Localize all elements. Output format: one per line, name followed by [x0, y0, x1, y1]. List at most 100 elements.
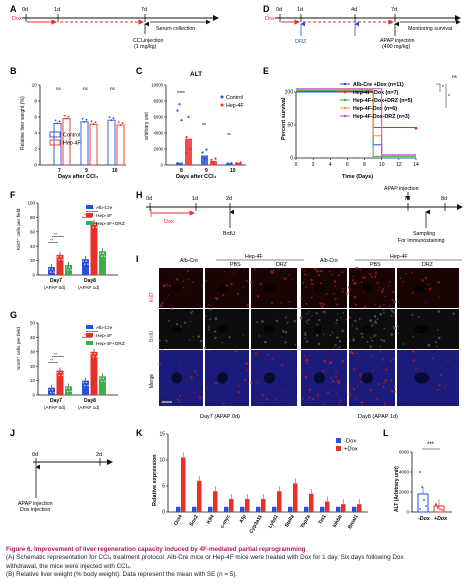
cell-spot [424, 301, 427, 304]
day-label: 2d [226, 196, 232, 202]
y-tick-label: 0 [34, 163, 37, 169]
day-label: 2d [96, 452, 102, 458]
y-tick-label: 80 [30, 215, 36, 220]
x-tick-sublabel: (APAP 0d) [44, 405, 66, 410]
cell-spot [398, 332, 400, 335]
cell-spot [376, 288, 378, 291]
cell-spot [362, 276, 365, 279]
panel-f: F Ki67⁺ cells per field 0 20 40 60 80 100 Day7… [10, 190, 125, 290]
x-tick-label: 9 [205, 168, 208, 174]
x-tick-label: Tet1 [318, 514, 328, 526]
cell-spot [168, 284, 171, 287]
legend-label: Hep-4F [226, 103, 244, 109]
bar [341, 504, 346, 512]
bar [293, 483, 298, 512]
cell-spot [161, 302, 164, 305]
brdu-label: BrdU [223, 231, 235, 237]
data-point [92, 356, 95, 358]
cell-spot [246, 280, 248, 282]
cell-spot [438, 384, 441, 387]
vessel [217, 325, 228, 333]
cell-spot [283, 277, 287, 281]
cell-spot [338, 403, 340, 406]
bar [208, 506, 213, 512]
end-marker [414, 126, 418, 130]
cell-spot [256, 381, 259, 384]
cell-spot [282, 330, 285, 333]
data-point [85, 118, 88, 121]
y-tick-label: 50 [30, 321, 36, 326]
cell-spot [374, 275, 377, 278]
cell-spot [369, 389, 373, 392]
panel-letter: G [10, 310, 17, 320]
cell-spot [382, 385, 385, 388]
cell-spot [311, 314, 313, 317]
day-label: 0d [32, 452, 38, 458]
cell-spot [330, 390, 333, 392]
cell-spot [158, 363, 162, 366]
day-label: 1d [54, 7, 60, 13]
immuno-label: For immunostaining [398, 238, 445, 244]
chart-f-plot: 0 20 40 60 80 100 Day7(APAP 0d) **** Day8(APAP 1… [27, 201, 124, 290]
y-tick-label: 10000 [151, 83, 163, 88]
cell-spot [294, 343, 297, 346]
y-tick-label: 4000 [154, 131, 164, 136]
cell-spot [456, 397, 458, 399]
bar [320, 506, 325, 512]
cell-spot [182, 286, 185, 289]
cell-spot [391, 291, 394, 293]
y-tick-label: 6000 [154, 115, 164, 120]
cell-spot [292, 394, 294, 396]
cell-spot [207, 304, 210, 306]
cell-spot [333, 280, 337, 283]
x-tick-label: 9 [85, 168, 88, 174]
legend-swatch [49, 139, 61, 146]
cell-spot [383, 327, 386, 330]
cell-spot [332, 347, 335, 349]
legend-label: Hep-4F+DRZ [96, 221, 125, 227]
data-point [178, 103, 181, 106]
y-tick-label: 30 [30, 349, 36, 354]
data-point [228, 163, 231, 166]
cell-spot [363, 305, 367, 309]
cell-spot [374, 272, 378, 275]
data-point [57, 371, 59, 374]
cell-spot [322, 310, 324, 313]
y-tick-label: 2 [34, 147, 37, 153]
cell-spot [311, 398, 315, 401]
cell-spot [168, 320, 170, 322]
cell-spot [213, 330, 217, 333]
cell-spot [339, 399, 342, 403]
y-tick-label: 8000 [154, 99, 164, 104]
bar [433, 505, 445, 513]
vessel [171, 372, 182, 384]
cell-spot [427, 343, 431, 347]
cell-spot [320, 282, 323, 285]
cell-spot [222, 402, 225, 405]
bar [107, 119, 116, 166]
cell-spot [327, 352, 329, 355]
cell-spot [310, 278, 313, 282]
x-tick-label: 6 [346, 162, 349, 168]
cell-spot [302, 281, 305, 284]
data-point [99, 252, 101, 254]
data-point [58, 374, 60, 377]
cell-spot [345, 375, 347, 377]
cell-spot [256, 295, 260, 298]
data-point [112, 117, 115, 120]
x-tick-label: Bmal1 [347, 514, 360, 530]
cell-spot [345, 293, 348, 296]
cell-spot [313, 268, 317, 271]
cell-spot [281, 336, 283, 338]
day-label: 7d [404, 196, 410, 202]
cell-spot [424, 276, 428, 280]
cell-spot [359, 269, 362, 271]
data-point [53, 271, 55, 273]
cell-spot [222, 294, 225, 297]
y-tick-label: 6000 [399, 450, 410, 455]
survival-curve [296, 88, 416, 156]
cell-spot [393, 315, 395, 317]
bar [82, 380, 89, 395]
cell-spot [215, 297, 219, 300]
data-point [95, 226, 98, 229]
